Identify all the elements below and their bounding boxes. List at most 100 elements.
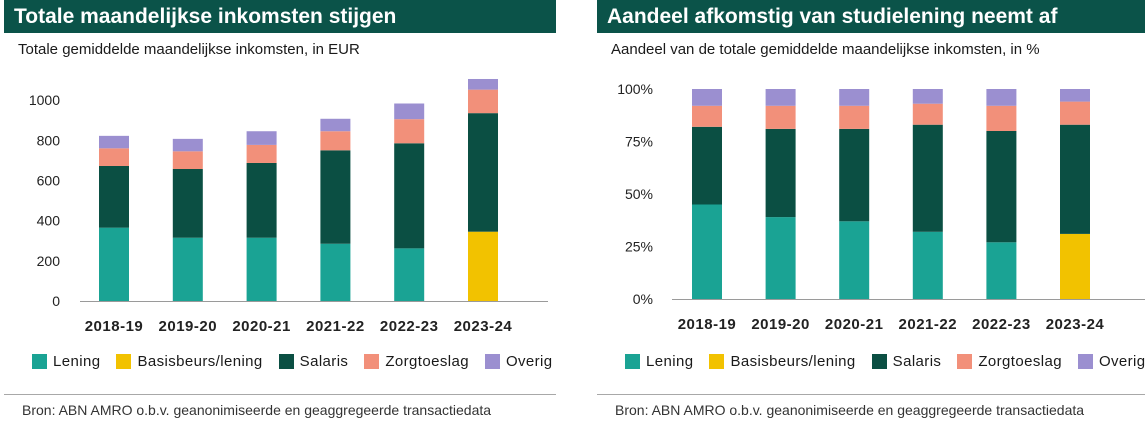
legend-label: Salaris (299, 353, 349, 370)
chart-title: Totale maandelijkse inkomsten stijgen (4, 0, 556, 33)
legend-label: Lening (646, 353, 694, 370)
bar-salaris (99, 165, 129, 228)
legend-label: Zorgtoeslag (978, 353, 1062, 370)
legend-label: Basisbeurs/lening (137, 353, 263, 370)
y-tick-label: 200 (37, 253, 61, 269)
income-chart: 0 200 400 600 800 1000 2018-19 2019-20 2020-21 20… (29, 78, 548, 335)
bar-salaris (1060, 124, 1090, 234)
bar-salaris (986, 131, 1017, 243)
legend-label: Salaris (892, 353, 942, 370)
legend-swatch (278, 354, 294, 369)
bar-zorgtoeslag (692, 105, 722, 127)
x-tick-label: 2023-24 (454, 318, 513, 335)
legend-label: Zorgtoeslag (385, 353, 469, 370)
bar-lening (246, 237, 277, 301)
legend-item-basisbeurs: Basisbeurs/lening (116, 353, 262, 370)
bar-zorgtoeslag (320, 131, 351, 151)
legend-swatch (625, 354, 640, 369)
bar-lening (320, 243, 351, 301)
y-tick-label: 400 (37, 213, 61, 229)
legend-item-overig: Overig (484, 353, 553, 370)
bar-overig (99, 135, 129, 149)
chart-subtitle: Aandeel van de totale gemiddelde maandel… (611, 41, 1040, 58)
x-tick-label: 2021-22 (899, 316, 958, 333)
bar-overig (394, 103, 425, 120)
legend-item-basisbeurs: Basisbeurs/lening (709, 353, 855, 370)
bar-overig (986, 89, 1017, 106)
x-tick-label: 2023-24 (1046, 316, 1105, 333)
bar-zorgtoeslag (468, 89, 498, 114)
x-tick-label: 2019-20 (159, 318, 218, 335)
source-note: Bron: ABN AMRO o.b.v. geanonimiseerde en… (615, 402, 1085, 418)
y-tick-label: 25% (625, 239, 653, 255)
bar-lening (765, 217, 796, 299)
x-tick-label: 2022-23 (972, 316, 1031, 333)
y-tick-label: 0% (633, 291, 653, 307)
bar-lening (912, 231, 943, 299)
bar-salaris (839, 128, 870, 222)
x-tick-label: 2020-21 (232, 318, 291, 335)
bar-zorgtoeslag (1060, 101, 1090, 125)
bar-salaris (692, 126, 722, 205)
x-tick-label: 2019-20 (751, 316, 810, 333)
bar-lening (986, 242, 1017, 299)
bar-overig (246, 131, 277, 145)
x-tick-label: 2021-22 (306, 318, 365, 335)
bar-salaris (912, 124, 943, 232)
legend-item-zorgtoeslag: Zorgtoeslag (957, 353, 1062, 370)
right-panel: Aandeel afkomstig van studielening neemt… (597, 0, 1145, 441)
bar-lening (692, 204, 722, 299)
legend-swatch (1077, 354, 1093, 369)
bar-basisbeurs-lening (1060, 233, 1090, 299)
legend-label: Basisbeurs/lening (730, 353, 856, 370)
bar-zorgtoeslag (394, 119, 425, 144)
y-tick-label: 800 (37, 132, 61, 148)
bar-zorgtoeslag (99, 148, 129, 166)
legend-label: Overig (1098, 353, 1146, 370)
share-chart: 0% 25% 50% 75% 100% 2018-19 2019-20 2020-21 2021… (617, 81, 1145, 333)
bar-overig (320, 118, 351, 132)
bar-salaris (765, 128, 796, 218)
y-tick-label: 50% (625, 186, 653, 202)
y-tick-label: 1000 (29, 92, 60, 108)
bar-zorgtoeslag (172, 151, 203, 170)
bar-overig (172, 138, 203, 152)
bar-salaris (320, 150, 351, 244)
bar-salaris (468, 113, 498, 232)
bar-lening (839, 221, 870, 299)
bar-zorgtoeslag (912, 103, 943, 125)
bar-zorgtoeslag (986, 105, 1017, 131)
legend-item-overig: Overig (1077, 353, 1146, 370)
bar-overig (1060, 89, 1090, 102)
bar-lening (99, 227, 129, 301)
left-panel: Totale maandelijkse inkomsten stijgen To… (4, 0, 556, 441)
legend-item-lening: Lening (625, 353, 693, 370)
bar-zorgtoeslag (765, 105, 796, 129)
bar-overig (468, 78, 498, 90)
bar-overig (839, 89, 870, 106)
legend-swatch (871, 354, 887, 369)
legend-swatch (484, 354, 500, 369)
chart-title: Aandeel afkomstig van studielening neemt… (597, 0, 1145, 33)
legend-swatch (32, 354, 47, 369)
bar-zorgtoeslag (246, 144, 277, 163)
legend-item-salaris: Salaris (278, 353, 349, 370)
x-tick-label: 2020-21 (825, 316, 884, 333)
bar-salaris (394, 143, 425, 249)
legend: Lening Basisbeurs/lening Salaris Zorgtoe… (32, 353, 553, 370)
x-tick-label: 2022-23 (380, 318, 439, 335)
legend-swatch (116, 354, 132, 369)
bar-overig (692, 89, 722, 106)
source-divider (4, 394, 556, 395)
bar-salaris (172, 169, 203, 238)
source-note: Bron: ABN AMRO o.b.v. geanonimiseerde en… (22, 402, 492, 418)
bar-overig (912, 89, 943, 104)
legend-swatch (709, 354, 725, 369)
bar-lening (394, 248, 425, 301)
legend-label: Overig (505, 353, 553, 370)
bar-lening (172, 237, 203, 301)
chart-subtitle: Totale gemiddelde maandelijkse inkomsten… (18, 41, 360, 58)
legend-swatch (957, 354, 973, 369)
source-divider (597, 394, 1145, 395)
legend-item-lening: Lening (32, 353, 100, 370)
